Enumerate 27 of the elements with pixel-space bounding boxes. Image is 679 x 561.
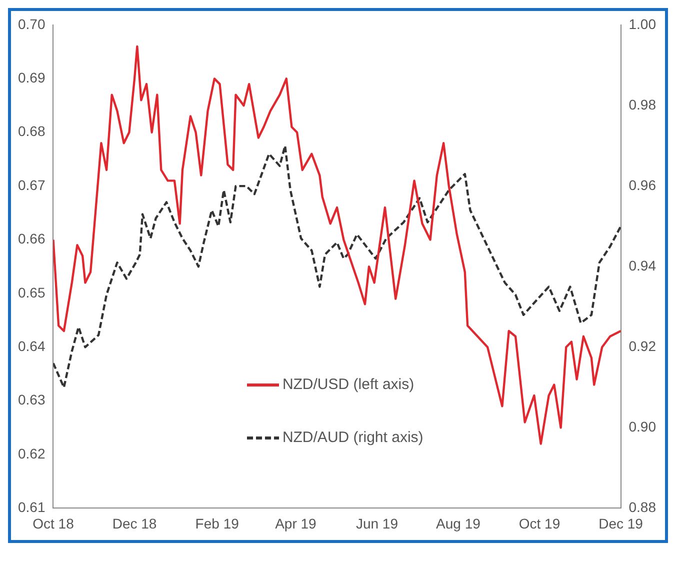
y2-tick-label: 0.94 xyxy=(628,257,656,274)
y2-tick-label: 0.98 xyxy=(628,96,656,112)
y2-tick-label: 0.90 xyxy=(628,418,656,435)
y2-tick-label: 0.92 xyxy=(628,338,656,354)
x-tick-label: Dec 18 xyxy=(112,515,157,532)
legend-label: NZD/USD (left axis) xyxy=(282,376,414,393)
y2-tick-label: 0.88 xyxy=(628,499,656,516)
y-tick-label: 0.66 xyxy=(18,230,46,247)
x-tick-label: Dec 19 xyxy=(598,515,644,532)
y-tick-label: 0.70 xyxy=(18,16,46,32)
y-tick-label: 0.63 xyxy=(18,392,46,408)
x-tick-label: Oct 19 xyxy=(518,515,560,532)
y-tick-label: 0.61 xyxy=(18,499,46,516)
y-tick-label: 0.69 xyxy=(18,70,46,86)
y2-tick-label: 0.96 xyxy=(628,176,656,193)
y-tick-label: 0.62 xyxy=(18,445,46,462)
x-tick-label: Apr 19 xyxy=(275,515,317,532)
x-tick-label: Feb 19 xyxy=(195,515,240,532)
y-tick-label: 0.65 xyxy=(18,284,46,300)
legend-label: NZD/AUD (right axis) xyxy=(282,429,424,446)
x-tick-label: Jun 19 xyxy=(356,515,398,532)
x-tick-label: Aug 19 xyxy=(436,515,481,532)
x-tick-label: Oct 18 xyxy=(32,515,74,532)
y-tick-label: 0.68 xyxy=(18,123,46,140)
y2-tick-label: 1.00 xyxy=(628,16,656,32)
y-tick-label: 0.64 xyxy=(18,338,46,354)
y-tick-label: 0.67 xyxy=(18,176,46,193)
